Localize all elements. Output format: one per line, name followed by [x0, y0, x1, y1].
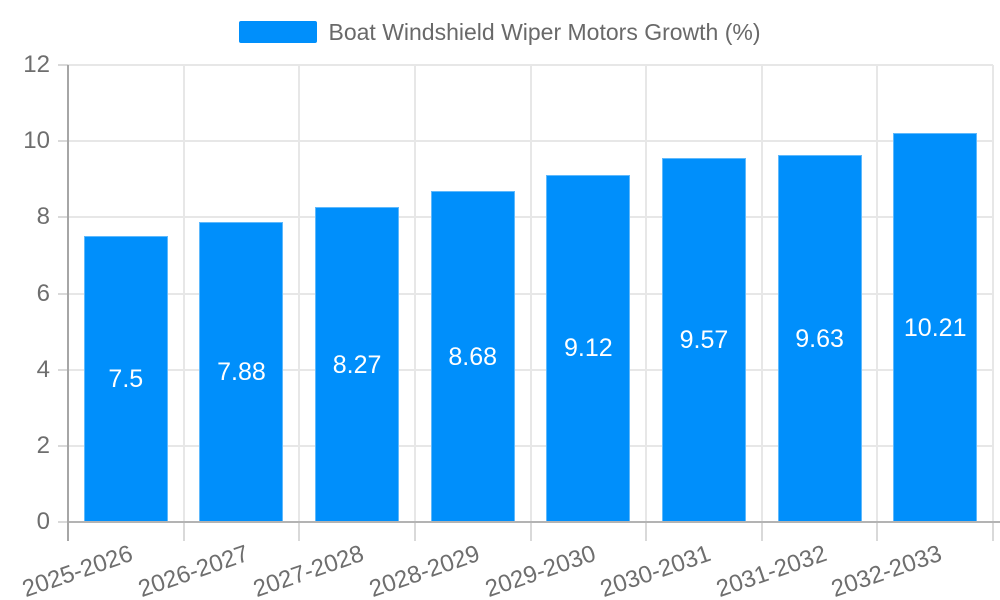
bar-value-label: 9.12 [563, 334, 613, 363]
x-axis-tick [298, 523, 301, 541]
x-axis-line [68, 521, 1000, 523]
legend[interactable]: Boat Windshield Wiper Motors Growth (%) [0, 19, 1000, 45]
x-axis-label: 2025-2026 [18, 540, 137, 600]
y-axis-tick [58, 521, 68, 523]
y-axis-tick [58, 140, 68, 143]
v-gridline [413, 65, 416, 522]
v-gridline [182, 65, 185, 522]
bar-value-label: 9.63 [795, 324, 844, 353]
x-axis-label: 2026-2027 [134, 540, 252, 600]
y-axis-label: 6 [36, 279, 50, 307]
bar-value-label: 8.27 [332, 350, 382, 379]
x-axis-tick [413, 523, 416, 541]
x-axis-label: 2030-2031 [597, 540, 715, 600]
y-axis-tick [58, 444, 68, 447]
legend-swatch-icon [239, 21, 318, 43]
bar[interactable] [83, 236, 168, 522]
x-axis-tick [760, 523, 763, 541]
v-gridline [992, 65, 994, 522]
y-axis-tick [58, 64, 68, 66]
bar-value-label: 10.21 [903, 313, 967, 342]
y-axis-label: 10 [23, 127, 50, 155]
x-axis-tick [182, 523, 185, 541]
v-gridline [876, 65, 879, 522]
legend-label: Boat Windshield Wiper Motors Growth (%) [328, 19, 761, 45]
y-axis-label: 8 [36, 203, 50, 231]
x-axis-tick [529, 523, 532, 541]
bar[interactable] [315, 207, 400, 522]
y-axis-tick [58, 216, 68, 219]
bar-value-label: 7.5 [108, 365, 144, 394]
bar[interactable] [893, 133, 978, 522]
y-axis-label: 4 [36, 355, 50, 383]
x-axis-label: 2027-2028 [250, 540, 368, 600]
y-axis-tick [58, 292, 68, 295]
y-axis-label: 12 [23, 51, 50, 78]
bar[interactable] [430, 191, 515, 522]
bar[interactable] [661, 157, 746, 522]
y-axis-label: 2 [36, 431, 50, 459]
x-axis-tick [992, 523, 994, 541]
bar-value-label: 8.68 [448, 342, 498, 371]
x-axis-label: 2029-2030 [481, 540, 599, 600]
y-axis-label: 0 [36, 508, 50, 535]
v-gridline [298, 65, 301, 522]
v-gridline [529, 65, 532, 522]
plot-area: 7.5 7.88 8.27 8.68 9.12 9.57 9.63 10.21 [68, 64, 994, 522]
x-axis-label: 2028-2029 [365, 540, 484, 600]
bar-value-label: 9.57 [679, 325, 729, 354]
x-axis-label: 2031-2032 [712, 540, 831, 600]
bar[interactable] [546, 174, 631, 522]
y-axis-line [67, 65, 69, 541]
x-axis-tick [645, 523, 648, 541]
v-gridline [760, 65, 763, 522]
x-axis-label: 2032-2033 [828, 540, 946, 600]
x-axis-tick [876, 523, 879, 541]
y-axis-tick [58, 368, 68, 371]
v-gridline [645, 65, 648, 522]
bar-value-label: 7.88 [217, 357, 266, 386]
bar[interactable] [777, 155, 862, 522]
bar[interactable] [199, 221, 284, 522]
